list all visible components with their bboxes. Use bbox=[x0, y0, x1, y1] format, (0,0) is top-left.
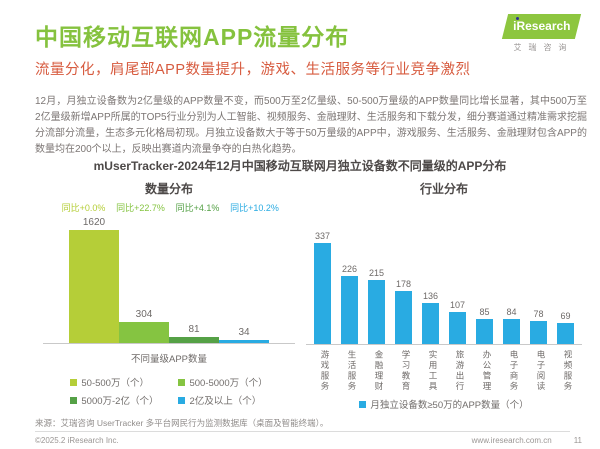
legend-label: 500-5000万（个） bbox=[189, 378, 268, 389]
bar-column: 1620 bbox=[69, 217, 119, 343]
yoy-label: 同比+4.1% bbox=[175, 203, 220, 213]
bar-column: 337 bbox=[314, 231, 331, 344]
category-label: 视频服务 bbox=[563, 350, 573, 392]
industry-chart: 行业分布 337 226 215 178 136 107 85 84 78 69 游戏服务 生活服务… bbox=[303, 180, 585, 411]
legend-swatch-icon bbox=[70, 396, 78, 404]
bar bbox=[503, 319, 520, 344]
category-label: 游戏服务 bbox=[320, 350, 330, 392]
bar bbox=[395, 291, 412, 344]
bar-value-label: 84 bbox=[506, 307, 517, 317]
bar bbox=[314, 243, 331, 344]
legend-label: 5000万-2亿（个） bbox=[81, 396, 159, 407]
bar bbox=[119, 322, 169, 343]
bar bbox=[219, 340, 269, 343]
bar-column: 304 bbox=[119, 309, 169, 343]
industry-chart-plot: 337 226 215 178 136 107 85 84 78 69 bbox=[306, 196, 582, 345]
iresearch-logo: iResearch 艾瑞咨询 bbox=[501, 14, 582, 53]
category-label: 生活服务 bbox=[347, 350, 357, 392]
page-number: 11 bbox=[573, 436, 582, 445]
bar-value-label: 215 bbox=[368, 268, 385, 278]
bar-value-label: 136 bbox=[422, 291, 439, 301]
legend-item: 500-5000万（个） bbox=[178, 375, 268, 389]
bar-value-label: 178 bbox=[395, 279, 412, 289]
category-label: 学习教育 bbox=[401, 350, 411, 392]
category-label: 电子商务 bbox=[509, 350, 519, 392]
bar-value-label: 85 bbox=[479, 307, 490, 317]
bar bbox=[169, 337, 219, 343]
bar bbox=[449, 312, 466, 344]
bar-column: 215 bbox=[368, 268, 385, 344]
bar bbox=[476, 319, 493, 344]
bar-column: 69 bbox=[557, 311, 574, 344]
logo-banner: iResearch bbox=[501, 14, 582, 39]
figure-title: mUserTracker-2024年12月中国移动互联网月独立设备数不同量级的A… bbox=[93, 159, 507, 173]
quantity-chart: 数量分布 同比+0.0% 同比+22.7% 同比+4.1% 同比+10.2% 1620… bbox=[35, 180, 303, 411]
bar-value-label: 34 bbox=[238, 327, 250, 338]
legend-swatch-icon bbox=[178, 396, 186, 404]
bar-value-label: 304 bbox=[135, 309, 153, 320]
website-link[interactable]: www.iresearch.com.cn bbox=[471, 436, 552, 445]
category-label: 旅游出行 bbox=[455, 350, 465, 392]
quantity-chart-legend: 50-500万（个） 500-5000万（个） 5000万-2亿（个） 2亿及以上（个… bbox=[70, 375, 268, 407]
legend-swatch-icon bbox=[178, 378, 186, 386]
footer-divider bbox=[35, 431, 570, 432]
bar-column: 78 bbox=[530, 309, 547, 344]
bar-column: 178 bbox=[395, 279, 412, 344]
logo-brand-text: iResearch bbox=[513, 19, 571, 33]
charts-area: 数量分布 同比+0.0% 同比+22.7% 同比+4.1% 同比+10.2% 1620… bbox=[35, 180, 585, 411]
page-subtitle: 流量分化，肩尾部APP数量提升，游戏、生活服务等行业竞争激烈 bbox=[35, 62, 471, 78]
yoy-labels-row: 同比+0.0% 同比+22.7% 同比+4.1% 同比+10.2% bbox=[35, 201, 303, 213]
category-label: 实用工具 bbox=[428, 350, 438, 392]
yoy-label: 同比+0.0% bbox=[61, 203, 106, 213]
bar-value-label: 337 bbox=[314, 231, 331, 241]
quantity-chart-title: 数量分布 bbox=[144, 182, 193, 196]
bar-column: 136 bbox=[422, 291, 439, 344]
category-label: 电子阅读 bbox=[536, 350, 546, 392]
bar-column: 84 bbox=[503, 307, 520, 344]
legend-item: 月独立设备数≥50万的APP数量（个） bbox=[359, 397, 529, 411]
bar bbox=[368, 280, 385, 344]
bar-value-label: 69 bbox=[560, 311, 571, 321]
bar-value-label: 107 bbox=[449, 300, 466, 310]
legend-item: 50-500万（个） bbox=[70, 375, 158, 389]
bar bbox=[530, 321, 547, 344]
category-label: 办公管理 bbox=[482, 350, 492, 392]
legend-label: 月独立设备数≥50万的APP数量（个） bbox=[370, 400, 529, 411]
bar-value-label: 81 bbox=[188, 324, 200, 335]
legend-item: 5000万-2亿（个） bbox=[70, 393, 158, 407]
bar bbox=[69, 230, 119, 343]
bar-column: 226 bbox=[341, 264, 358, 344]
page-title: 中国移动互联网APP流量分布 bbox=[35, 24, 350, 50]
yoy-label: 同比+22.7% bbox=[116, 203, 165, 213]
summary-paragraph: 12月，月独立设备数为2亿量级的APP数量不变，而500万至2亿量级、50-50… bbox=[35, 96, 587, 155]
quantity-chart-xlabel: 不同量级APP数量 bbox=[130, 354, 207, 365]
bar bbox=[422, 303, 439, 344]
bar bbox=[341, 276, 358, 344]
legend-label: 2亿及以上（个） bbox=[189, 396, 262, 407]
bar-column: 107 bbox=[449, 300, 466, 344]
bar bbox=[557, 323, 574, 344]
bar-column: 81 bbox=[169, 324, 219, 343]
industry-chart-categories: 游戏服务 生活服务 金融理财 学习教育 实用工具 旅游出行 办公管理 电子商务 电子阅读 视频服务 bbox=[303, 349, 585, 393]
legend-label: 50-500万（个） bbox=[81, 378, 149, 389]
bar-value-label: 226 bbox=[341, 264, 358, 274]
category-label: 金融理财 bbox=[374, 350, 384, 392]
copyright-text: ©2025.2 iResearch Inc. bbox=[35, 436, 119, 445]
bar-value-label: 78 bbox=[533, 309, 544, 319]
source-note: 来源：艾瑞咨询 UserTracker 多平台网民行为监测数据库（桌面及智能终端… bbox=[35, 418, 329, 428]
footer-right: www.iresearch.com.cn 11 bbox=[472, 436, 582, 445]
legend-swatch-icon bbox=[359, 400, 367, 408]
yoy-label: 同比+10.2% bbox=[230, 203, 279, 213]
industry-chart-legend: 月独立设备数≥50万的APP数量（个） bbox=[303, 397, 585, 411]
bar-column: 34 bbox=[219, 327, 269, 343]
industry-chart-title: 行业分布 bbox=[419, 182, 468, 196]
legend-swatch-icon bbox=[70, 378, 78, 386]
logo-brand-cn: 艾瑞咨询 bbox=[513, 43, 574, 52]
quantity-chart-plot: 1620 304 81 34 bbox=[43, 213, 295, 344]
footer-row: ©2025.2 iResearch Inc. www.iresearch.com… bbox=[35, 436, 582, 445]
bar-value-label: 1620 bbox=[82, 217, 106, 228]
legend-item: 2亿及以上（个） bbox=[178, 393, 267, 407]
bar-column: 85 bbox=[476, 307, 493, 344]
